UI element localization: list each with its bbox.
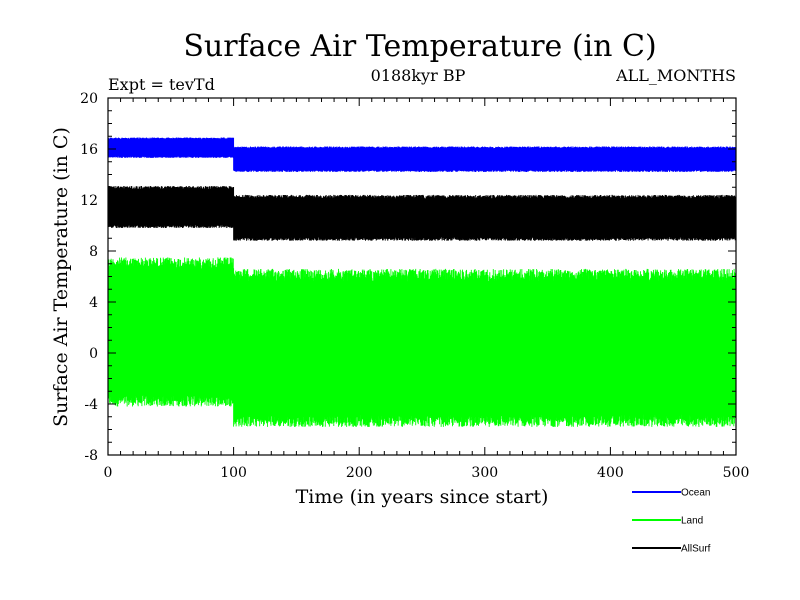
series-line-allsurf <box>107 185 737 241</box>
y-tick-label: 16 <box>80 142 98 158</box>
y-tick-label: -4 <box>84 397 98 413</box>
x-tick-label: 100 <box>220 465 247 481</box>
months-label: ALL_MONTHS <box>615 66 736 85</box>
y-tick-label: 8 <box>89 244 98 260</box>
y-tick-label: 0 <box>89 346 98 362</box>
chart-title: Surface Air Temperature (in C) <box>183 29 656 64</box>
y-tick-label: -8 <box>84 448 98 464</box>
x-tick-label: 0 <box>104 465 113 481</box>
x-tick-label: 500 <box>723 465 750 481</box>
series-line-land <box>107 257 737 427</box>
x-tick-label: 400 <box>597 465 624 481</box>
x-tick-label: 200 <box>346 465 373 481</box>
series-line-ocean <box>107 137 737 172</box>
legend-label-land: Land <box>681 516 703 527</box>
legend-label-allsurf: AllSurf <box>681 544 711 555</box>
y-tick-label: 4 <box>89 295 98 311</box>
plot-frame <box>107 97 737 456</box>
tick-layer: 0 100 200 300 400 500 -8 -4 0 4 8 12 16 20 <box>80 91 749 481</box>
x-tick-label: 300 <box>471 465 498 481</box>
x-axis-label: Time (in years since start) <box>296 486 549 508</box>
series-layer <box>107 137 737 427</box>
period-label: 0188kyr BP <box>371 66 466 85</box>
legend-label-ocean: Ocean <box>681 488 710 499</box>
y-axis-label: Surface Air Temperature (in C) <box>50 127 72 427</box>
y-tick-label: 20 <box>80 91 98 107</box>
legend: Ocean Land AllSurf <box>632 488 711 555</box>
y-tick-label: 12 <box>80 193 98 209</box>
experiment-label: Expt = tevTd <box>108 75 215 94</box>
